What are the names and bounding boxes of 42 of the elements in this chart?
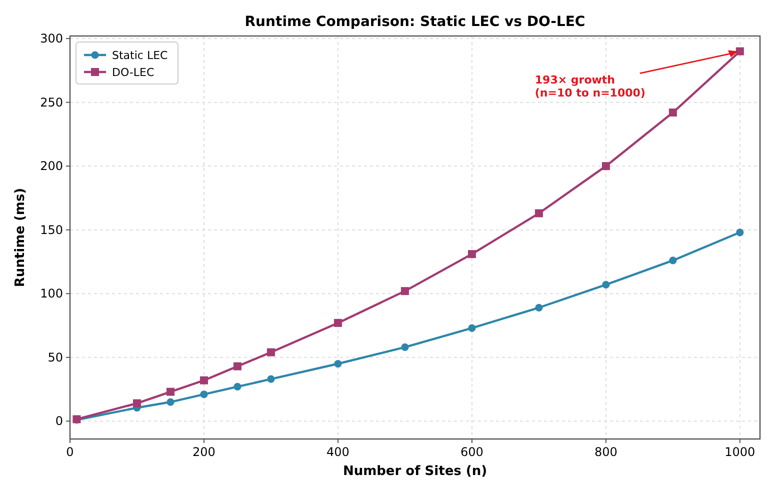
y-tick-label: 0 — [55, 414, 63, 428]
x-tick-label: 0 — [66, 445, 74, 459]
point — [401, 343, 409, 351]
y-axis-title: Runtime (ms) — [13, 188, 28, 288]
y-tick-label: 100 — [40, 286, 63, 301]
x-tick-label: 600 — [460, 445, 484, 459]
point — [468, 250, 476, 258]
chart-title: Runtime Comparison: Static LEC vs DO-LEC — [244, 14, 586, 30]
annotation: 193× growth (n=10 to n=1000) — [534, 73, 646, 100]
point — [736, 228, 744, 236]
x-tick-label: 400 — [326, 445, 350, 459]
point — [266, 348, 275, 356]
legend-label: Static LEC — [112, 49, 168, 62]
x-tick-label: 1000 — [724, 445, 756, 459]
y-tick-label: 250 — [40, 95, 63, 110]
point — [602, 280, 610, 288]
y-tick-label: 50 — [48, 350, 63, 364]
point — [736, 47, 744, 56]
x-tick-label: 800 — [594, 445, 618, 459]
y-tick-label: 150 — [40, 222, 63, 237]
point — [400, 287, 409, 296]
x-axis-title: Number of Sites (n) — [342, 464, 488, 479]
point — [233, 362, 242, 370]
point — [668, 108, 677, 117]
legend-label: DO-LEC — [112, 66, 154, 79]
point — [267, 375, 275, 383]
point — [200, 390, 208, 398]
point — [468, 324, 476, 332]
point — [535, 304, 543, 312]
point — [166, 398, 174, 406]
point — [234, 382, 242, 391]
point — [534, 209, 543, 218]
point — [334, 318, 342, 327]
x-tick-label: 200 — [192, 445, 216, 459]
y-tick-label: 300 — [40, 32, 63, 46]
y-tick-label: 200 — [40, 159, 63, 174]
point — [132, 399, 141, 408]
point — [602, 162, 610, 170]
point — [334, 360, 342, 368]
point — [200, 376, 208, 384]
point — [669, 256, 677, 264]
point — [166, 388, 174, 396]
